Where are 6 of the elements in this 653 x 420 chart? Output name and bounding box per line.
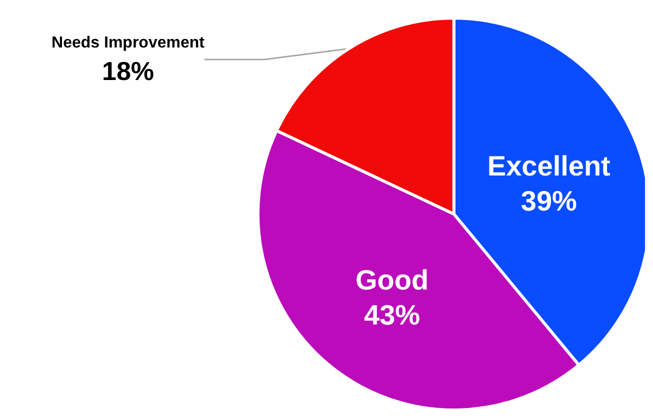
data-label: 39% (520, 185, 578, 216)
slice-label: Excellent (487, 150, 610, 182)
data-label: 43% (364, 299, 420, 330)
slice-label: Good (355, 264, 429, 296)
slice-label: Needs Improvement (52, 34, 206, 52)
data-label: 18% (102, 56, 154, 86)
